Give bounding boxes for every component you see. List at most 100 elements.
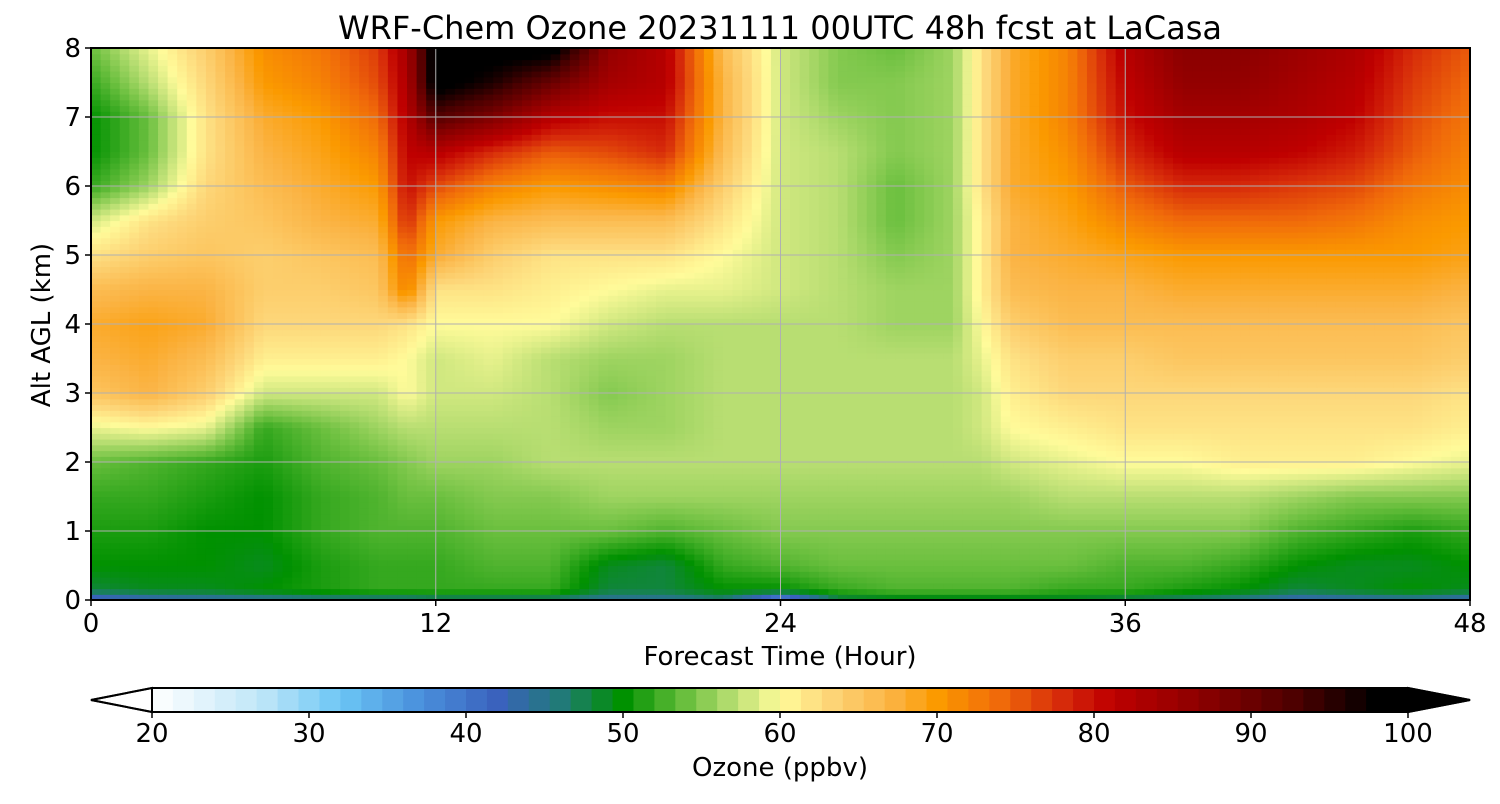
ozone-cell <box>972 421 983 429</box>
ozone-cell <box>885 496 897 503</box>
ozone-cell <box>675 404 686 411</box>
ozone-cell <box>282 485 293 492</box>
ozone-cell <box>1278 490 1289 498</box>
ozone-cell <box>177 571 188 578</box>
ozone-cell <box>464 582 475 590</box>
ozone-cell <box>1000 559 1011 567</box>
ozone-cell <box>1335 502 1347 509</box>
ozone-cell <box>1134 502 1146 509</box>
ozone-cell <box>1345 467 1356 475</box>
ozone-cell <box>483 548 494 555</box>
ozone-cell <box>1039 519 1050 526</box>
ozone-cell <box>1422 427 1433 434</box>
ozone-cell <box>703 485 715 492</box>
ozone-cell <box>799 444 810 452</box>
ozone-cell <box>1259 421 1270 429</box>
ozone-cell <box>1364 490 1375 498</box>
ozone-cell <box>110 439 121 446</box>
ozone-cell <box>991 496 1002 503</box>
ozone-cell <box>991 559 1002 567</box>
ozone-cell <box>1163 531 1174 538</box>
ozone-cell <box>818 548 829 555</box>
ozone-cell <box>1383 548 1394 555</box>
ozone-cell <box>253 433 264 440</box>
ozone-cell <box>1039 473 1050 480</box>
ozone-cell <box>962 444 973 452</box>
ozone-cell <box>349 554 360 561</box>
ozone-cell <box>301 479 312 486</box>
ozone-cell <box>1077 565 1088 572</box>
ozone-cell <box>493 513 504 521</box>
ozone-cell <box>1077 479 1088 486</box>
ozone-cell <box>962 565 973 572</box>
ozone-cell <box>531 502 542 509</box>
ozone-cell <box>1393 531 1404 538</box>
ozone-cell <box>1422 565 1433 572</box>
ozone-cell <box>311 485 322 492</box>
ozone-cell <box>675 582 686 590</box>
ozone-cell <box>1288 496 1299 503</box>
ozone-cell <box>742 588 753 595</box>
ozone-cell <box>694 439 705 446</box>
ozone-cell <box>426 427 437 434</box>
ozone-cell <box>445 485 456 492</box>
ozone-cell <box>560 594 571 601</box>
ozone-cell <box>1039 536 1050 544</box>
ozone-cell <box>378 485 389 492</box>
ozone-cell <box>579 525 590 532</box>
ozone-cell <box>713 404 724 411</box>
ozone-cell <box>215 577 226 584</box>
ozone-cell <box>225 439 236 446</box>
ozone-cell <box>339 398 351 406</box>
ozone-cell <box>1441 467 1452 475</box>
ozone-cell <box>215 433 226 440</box>
ozone-cell <box>617 502 628 509</box>
ozone-cell <box>196 398 207 406</box>
ozone-cell <box>301 450 312 457</box>
ozone-cell <box>809 444 820 452</box>
ozone-cell <box>339 582 351 590</box>
ozone-cell <box>1010 479 1021 486</box>
ozone-cell <box>502 565 513 572</box>
ozone-cell <box>301 398 312 406</box>
ozone-cell <box>1077 490 1088 498</box>
ozone-cell <box>244 473 255 480</box>
ozone-cell <box>1393 519 1404 526</box>
ozone-cell <box>952 467 964 475</box>
ozone-cell <box>952 433 964 440</box>
ozone-cell <box>732 525 743 532</box>
ozone-cell <box>818 467 829 475</box>
ozone-cell <box>1201 467 1213 475</box>
ozone-cell <box>636 416 648 423</box>
ozone-cell <box>234 421 245 429</box>
ozone-cell <box>1259 404 1270 411</box>
ozone-cell <box>1058 496 1069 503</box>
ozone-cell <box>895 410 906 417</box>
ozone-cell <box>617 456 628 463</box>
ozone-cell <box>1192 496 1203 503</box>
ozone-cell <box>732 502 743 509</box>
ozone-cell <box>1364 565 1375 572</box>
ozone-cell <box>1249 427 1260 434</box>
ozone-cell <box>866 456 877 463</box>
ozone-cell <box>435 554 446 561</box>
ozone-cell <box>148 410 159 417</box>
ozone-cell <box>1422 577 1433 584</box>
ozone-cell <box>1259 548 1270 555</box>
ozone-cell <box>866 577 877 584</box>
ozone-cell <box>579 577 590 584</box>
ozone-cell <box>158 398 169 406</box>
ozone-cell <box>1144 548 1155 555</box>
ozone-cell <box>502 559 513 567</box>
ozone-cell <box>330 588 341 595</box>
ozone-cell <box>158 571 169 578</box>
ozone-cell <box>282 554 293 561</box>
ozone-cell <box>1058 427 1069 434</box>
ozone-cell <box>1297 490 1308 498</box>
ozone-cell <box>387 467 399 475</box>
ozone-cell <box>713 421 724 429</box>
ozone-cell <box>138 571 150 578</box>
ozone-cell <box>885 404 897 411</box>
ozone-cell <box>608 554 619 561</box>
ozone-cell <box>1067 490 1078 498</box>
